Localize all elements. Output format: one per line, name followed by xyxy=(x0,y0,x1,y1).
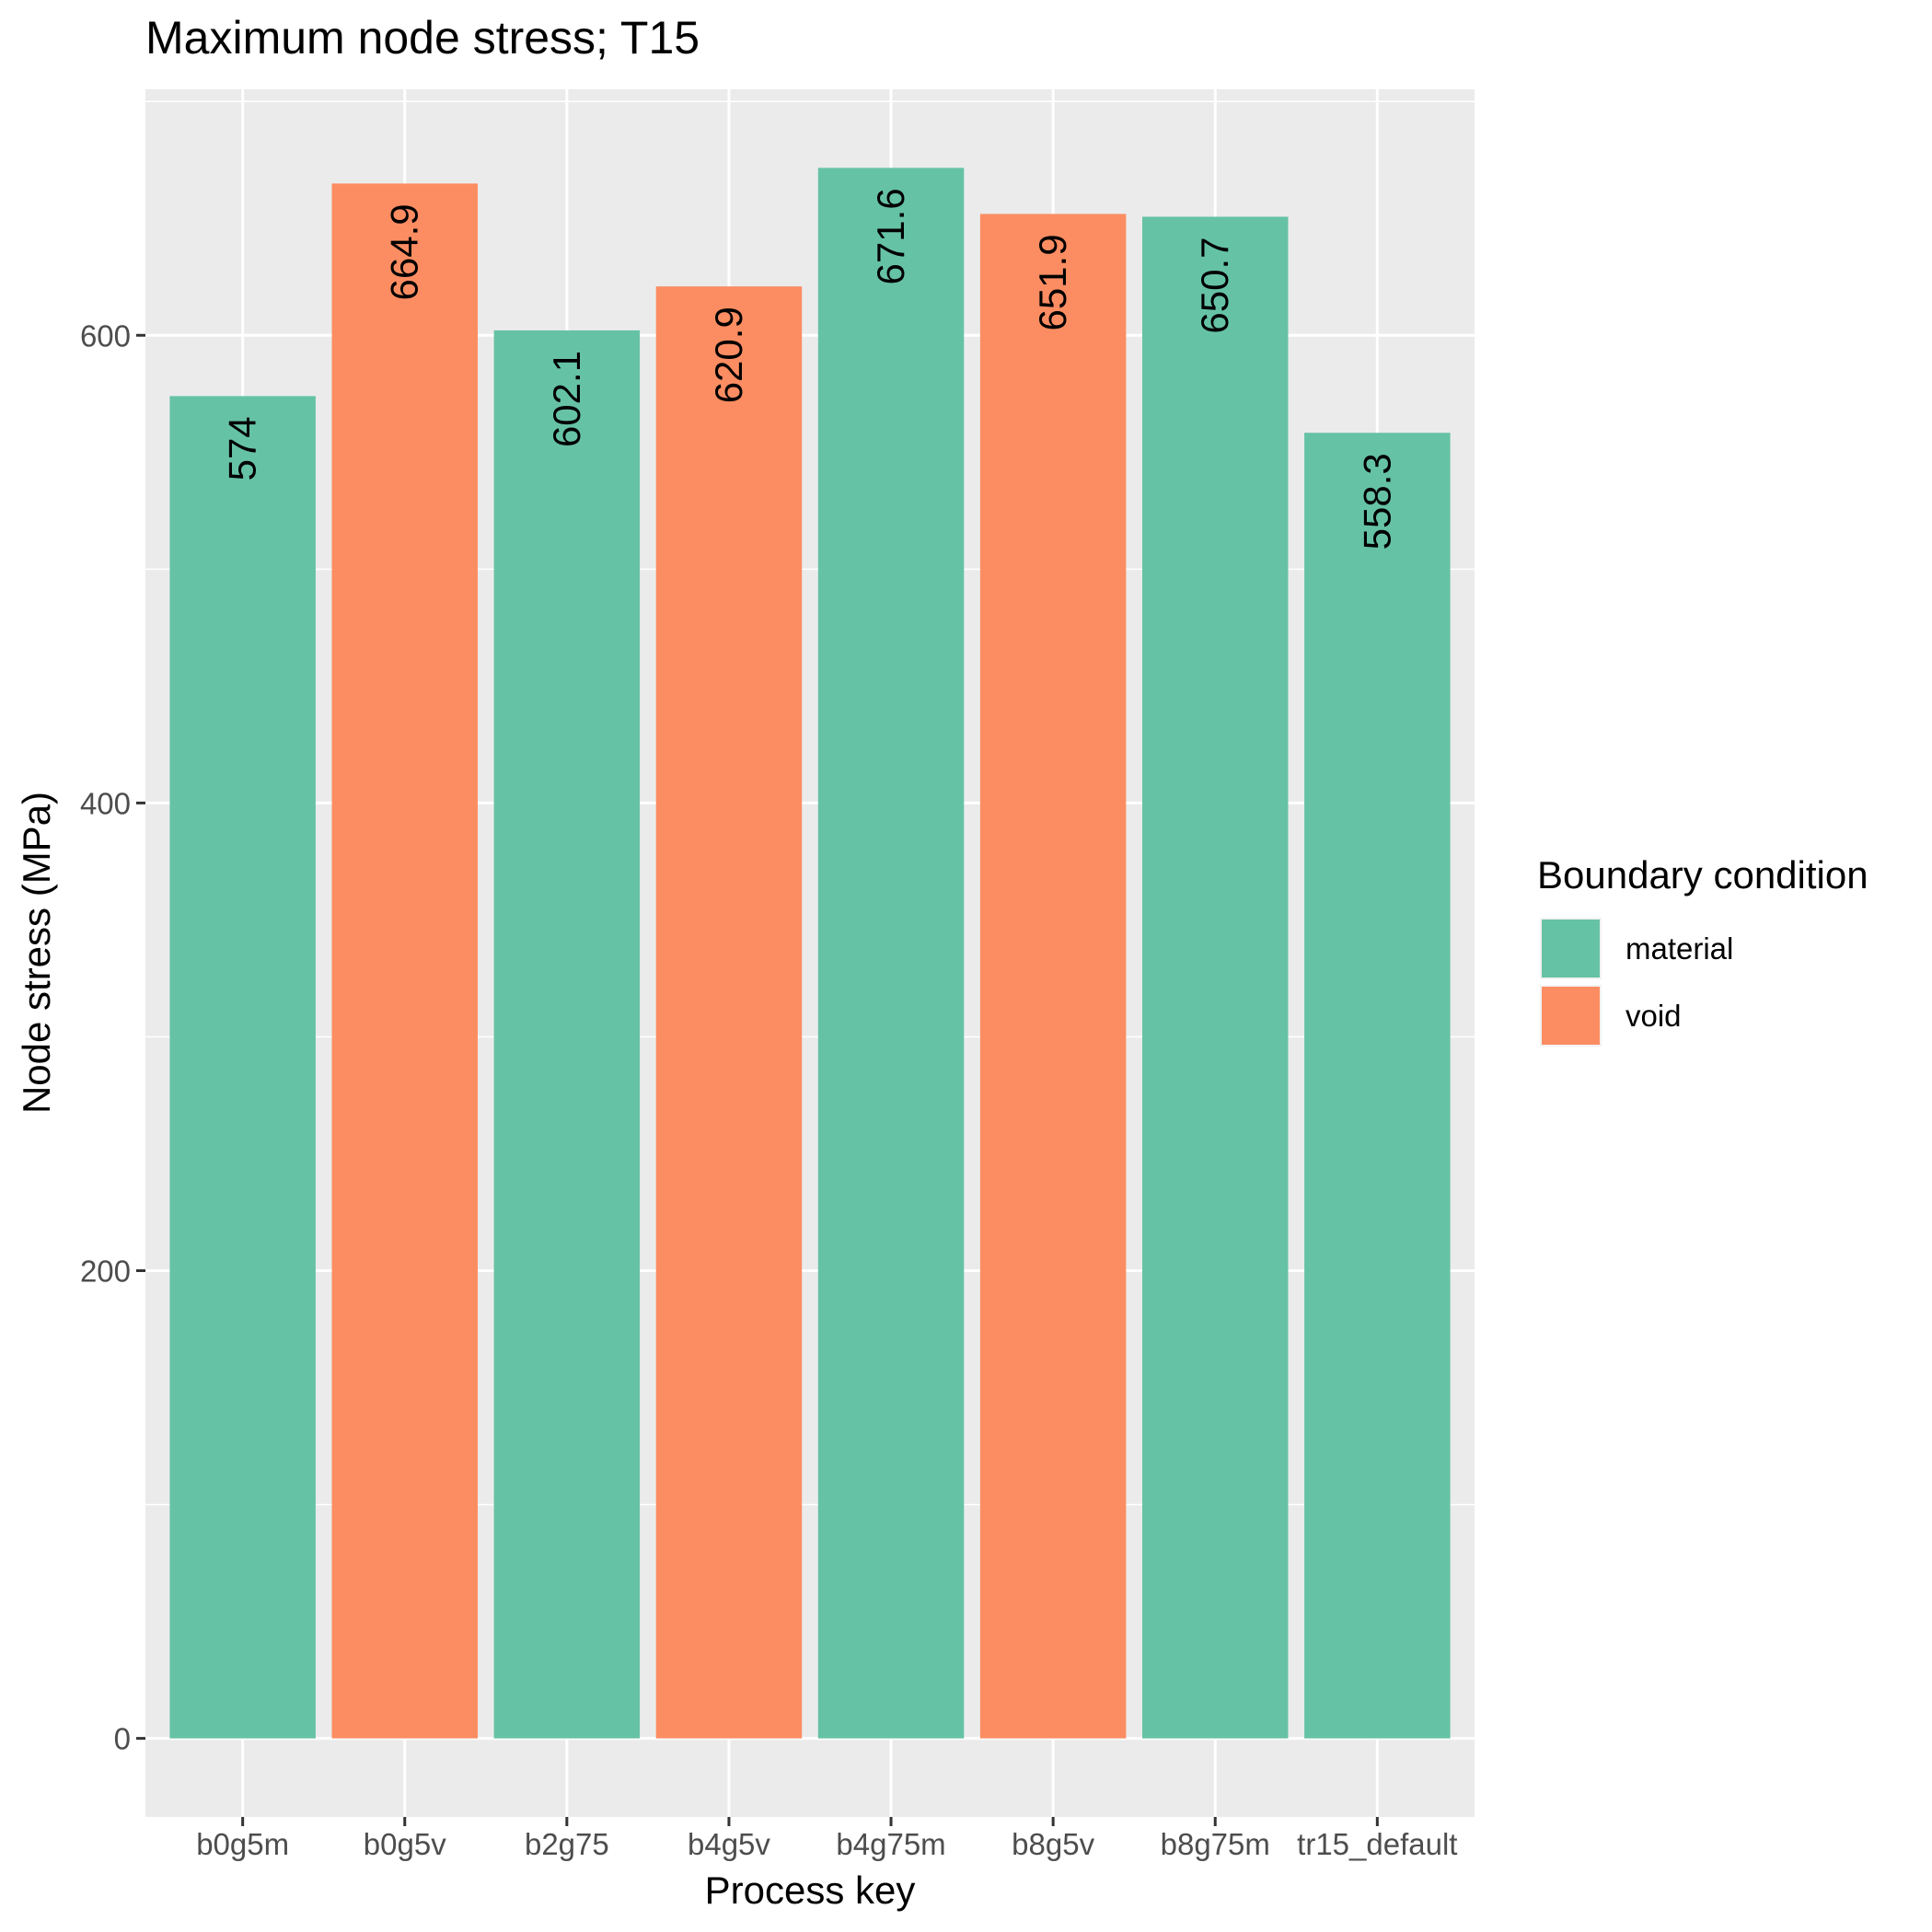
legend: Boundary condition material void xyxy=(1537,853,1868,1047)
bar-b4g5v xyxy=(655,286,803,1739)
bar-b8g75m xyxy=(1142,216,1289,1739)
x-tick-label: b8g75m xyxy=(1161,1827,1270,1861)
x-tick-label: b8g5v xyxy=(1012,1827,1094,1861)
y-tick-label: 0 xyxy=(114,1722,131,1756)
data-label-b4g75m: 671.6 xyxy=(869,188,912,284)
legend-swatch-void xyxy=(1542,987,1600,1045)
legend-label-material: material xyxy=(1625,931,1733,966)
y-tick-label: 200 xyxy=(80,1255,131,1289)
y-axis: 0 200 400 600 xyxy=(80,318,145,1756)
x-tick-label: b4g5v xyxy=(688,1827,770,1861)
x-axis-title: Process key xyxy=(705,1868,916,1912)
data-label-b8g5v: 651.9 xyxy=(1031,234,1074,330)
data-label-b2g75: 602.1 xyxy=(545,351,588,447)
legend-swatch-material xyxy=(1542,920,1600,978)
legend-label-void: void xyxy=(1625,999,1682,1033)
data-label-b0g5m: 574 xyxy=(221,416,264,480)
bar-b8g5v xyxy=(979,214,1127,1739)
bar-b2g75 xyxy=(493,330,641,1739)
y-axis-title: Node stress (MPa) xyxy=(15,792,58,1114)
data-label-b0g5v: 664.9 xyxy=(383,203,426,300)
bar-value-labels: 574 664.9 602.1 620.9 671.6 651.9 650.7 558.3 xyxy=(221,188,1399,550)
x-tick-label: b2g75 xyxy=(525,1827,609,1861)
x-tick-label: b0g5m xyxy=(196,1827,289,1861)
x-tick-label: b0g5v xyxy=(364,1827,446,1861)
bar-b4g75m xyxy=(817,168,965,1739)
y-tick-label: 600 xyxy=(80,318,131,353)
data-label-b4g5v: 620.9 xyxy=(707,307,750,403)
x-tick-label: tr15_default xyxy=(1297,1827,1457,1861)
x-tick-label: b4g75m xyxy=(836,1827,945,1861)
x-axis: b0g5m b0g5v b2g75 b4g5v b4g75m b8g5v b8g75m tr1… xyxy=(196,1817,1457,1861)
legend-title: Boundary condition xyxy=(1537,853,1868,897)
bar-b0g5v xyxy=(331,183,478,1739)
bar-tr15_default xyxy=(1304,433,1451,1739)
y-tick-label: 400 xyxy=(80,786,131,820)
bar-b0g5m xyxy=(169,396,316,1739)
data-label-b8g75m: 650.7 xyxy=(1193,237,1236,333)
bar-series xyxy=(169,168,1451,1739)
data-label-tr15_default: 558.3 xyxy=(1355,453,1398,550)
chart-title: Maximum node stress; T15 xyxy=(145,12,700,64)
